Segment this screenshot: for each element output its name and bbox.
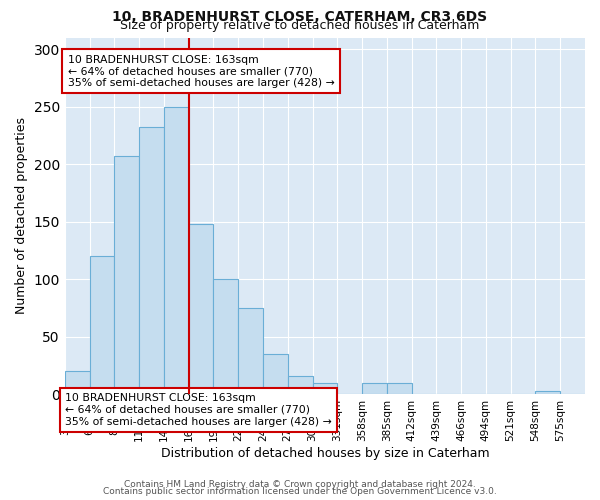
Bar bbox=[164, 106, 188, 395]
Bar bbox=[214, 280, 238, 394]
Bar bbox=[362, 383, 387, 394]
Bar bbox=[288, 376, 313, 394]
Bar bbox=[115, 156, 139, 394]
Y-axis label: Number of detached properties: Number of detached properties bbox=[15, 118, 28, 314]
Bar bbox=[188, 224, 214, 394]
Bar bbox=[535, 391, 560, 394]
Bar bbox=[387, 383, 412, 394]
Text: Contains HM Land Registry data © Crown copyright and database right 2024.: Contains HM Land Registry data © Crown c… bbox=[124, 480, 476, 489]
X-axis label: Distribution of detached houses by size in Caterham: Distribution of detached houses by size … bbox=[161, 447, 489, 460]
Text: Size of property relative to detached houses in Caterham: Size of property relative to detached ho… bbox=[121, 18, 479, 32]
Bar bbox=[65, 372, 89, 394]
Text: Contains public sector information licensed under the Open Government Licence v3: Contains public sector information licen… bbox=[103, 487, 497, 496]
Bar bbox=[139, 128, 164, 394]
Text: 10 BRADENHURST CLOSE: 163sqm
← 64% of detached houses are smaller (770)
35% of s: 10 BRADENHURST CLOSE: 163sqm ← 64% of de… bbox=[68, 55, 335, 88]
Bar bbox=[89, 256, 115, 394]
Text: 10, BRADENHURST CLOSE, CATERHAM, CR3 6DS: 10, BRADENHURST CLOSE, CATERHAM, CR3 6DS bbox=[112, 10, 488, 24]
Text: 10 BRADENHURST CLOSE: 163sqm
← 64% of detached houses are smaller (770)
35% of s: 10 BRADENHURST CLOSE: 163sqm ← 64% of de… bbox=[65, 394, 332, 426]
Bar bbox=[313, 383, 337, 394]
Bar bbox=[238, 308, 263, 394]
Bar bbox=[263, 354, 288, 395]
